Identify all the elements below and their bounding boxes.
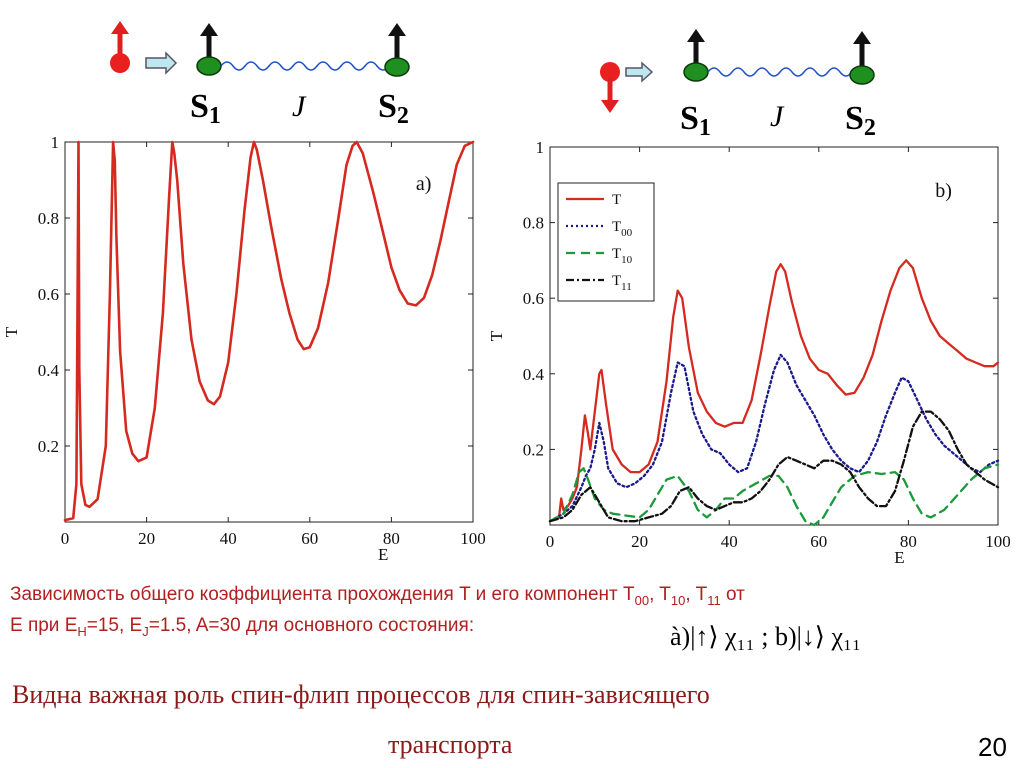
y-tick-label: 0.6 xyxy=(523,289,544,308)
caption-line-1: Зависимость общего коэффициента прохожде… xyxy=(10,584,745,608)
figure-caption: Зависимость общего коэффициента прохожде… xyxy=(10,582,1015,644)
state-formula: à)|↑⟩ χ₁₁ ; b)|↓⟩ χ₁₁ xyxy=(670,622,862,651)
y-axis-label: T xyxy=(490,330,506,341)
motion-arrow-icon xyxy=(625,61,654,83)
conclusion-line-1: Видна важная роль спин-флип процессов дл… xyxy=(12,680,710,709)
x-tick-label: 100 xyxy=(985,532,1010,551)
s1-spin-arrowhead xyxy=(687,29,705,42)
x-tick-label: 0 xyxy=(61,529,70,548)
electron-spin-up-arrowhead xyxy=(111,21,129,34)
panel-label: b) xyxy=(935,180,952,202)
y-tick-label: 0.6 xyxy=(38,285,59,304)
series-line-T xyxy=(548,259,1000,523)
label-s2-b: S2 xyxy=(845,100,876,141)
label-s1-a: S1 xyxy=(190,88,221,129)
motion-arrow-icon xyxy=(145,51,178,75)
y-tick-label: 0.4 xyxy=(523,365,545,384)
series-line-11 xyxy=(548,410,1000,523)
s2-spin-dot xyxy=(384,57,410,77)
s1-spin-dot xyxy=(196,56,222,76)
x-tick-label: 40 xyxy=(721,532,738,551)
label-j-a: J xyxy=(292,90,306,123)
electron-dot xyxy=(600,62,620,82)
x-tick-label: 0 xyxy=(546,532,555,551)
electron-dot xyxy=(110,53,130,73)
y-tick-label: 0.8 xyxy=(523,214,544,233)
y-tick-label: 0.2 xyxy=(38,437,59,456)
s2-spin-arrowhead xyxy=(388,23,406,36)
s1-spin-arrowhead xyxy=(200,23,218,36)
page-number: 20 xyxy=(978,732,1007,762)
label-s1-b: S1 xyxy=(680,100,711,141)
chart-a: 0 20 40 60 80 100 0.2 0.4 0.6 0.8 1 E Ta) xyxy=(2,133,486,564)
x-tick-label: 20 xyxy=(631,532,648,551)
electron-spin-down-arrowhead xyxy=(601,100,619,113)
x-tick-label: 100 xyxy=(460,529,486,548)
coupling-wave xyxy=(220,61,402,71)
label-j-b: J xyxy=(770,100,784,133)
y-tick-label: 0.4 xyxy=(38,361,60,380)
label-s2-a: S2 xyxy=(378,88,409,129)
y-tick-label: 1 xyxy=(51,133,60,152)
x-tick-label: 80 xyxy=(900,532,917,551)
x-axis-label: E xyxy=(894,548,904,567)
s2-spin-arrowhead xyxy=(853,31,871,44)
series-line-T xyxy=(63,140,475,522)
panel-label: a) xyxy=(416,173,432,195)
coupling-wave xyxy=(707,67,865,77)
x-tick-label: 60 xyxy=(301,529,318,548)
conclusion-line-2: транспорта xyxy=(388,730,513,759)
series-line-10 xyxy=(548,463,1000,527)
plot-frame xyxy=(64,141,474,523)
x-tick-label: 40 xyxy=(220,529,237,548)
plot-frame xyxy=(549,146,999,526)
spin-diagram-b xyxy=(600,29,875,113)
y-tick-label: 0.2 xyxy=(523,440,544,459)
y-tick-label: 1 xyxy=(536,138,545,157)
legend-box xyxy=(557,182,655,302)
caption-line-2: E при EH=15, EJ=1.5, A=30 для основного … xyxy=(10,614,475,639)
x-axis-label: E xyxy=(378,545,388,564)
spin-diagram-a xyxy=(110,21,410,77)
series-line-00 xyxy=(548,353,1000,523)
x-tick-label: 20 xyxy=(138,529,155,548)
legend-entry: T xyxy=(612,192,621,208)
s2-spin-dot xyxy=(849,65,875,85)
y-axis-label: T xyxy=(2,326,21,337)
x-tick-label: 60 xyxy=(810,532,827,551)
y-tick-label: 0.8 xyxy=(38,209,59,228)
x-tick-label: 80 xyxy=(383,529,400,548)
s1-spin-dot xyxy=(683,62,709,82)
